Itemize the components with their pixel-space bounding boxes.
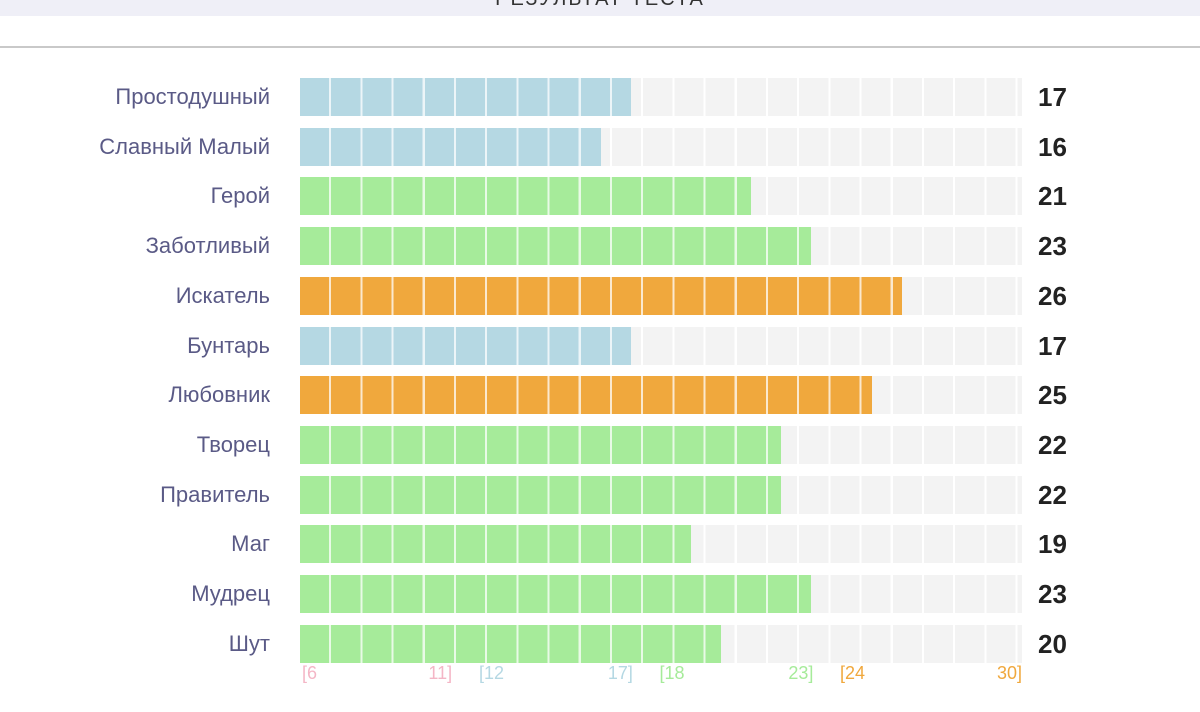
top-bar: РЕЗУЛЬТАТ ТЕСТА (0, 0, 1200, 16)
bar-track (300, 425, 1022, 464)
category-label: Любовник (168, 382, 270, 408)
value-label: 17 (1038, 82, 1067, 112)
bar-track (300, 177, 1022, 216)
value-label: 22 (1038, 429, 1067, 460)
bar-track (300, 127, 1022, 166)
bar-track (300, 376, 1022, 415)
bar-track (300, 624, 1022, 663)
range-start-tick: [24 (840, 663, 866, 683)
value-label: 25 (1038, 380, 1067, 411)
range-end-tick: 11] (428, 663, 453, 683)
category-label: Искатель (175, 282, 270, 308)
value-label: 20 (1038, 628, 1067, 659)
bar (300, 227, 812, 266)
category-label: Герой (210, 183, 270, 209)
bar (300, 326, 631, 365)
category-label: Правитель (160, 481, 270, 507)
bar-track (300, 78, 1022, 116)
bar-track (300, 326, 1022, 365)
value-label: 21 (1038, 181, 1067, 212)
value-label: 19 (1038, 529, 1067, 560)
category-label: Мудрец (191, 581, 270, 606)
bar (300, 624, 722, 663)
bar (300, 525, 692, 564)
bar (300, 177, 752, 216)
category-label: Бунтарь (187, 332, 270, 358)
range-end-tick: 23] (788, 663, 814, 683)
range-end-tick: 17] (607, 663, 633, 683)
bar (300, 475, 782, 514)
bar (300, 276, 902, 315)
bar-track (300, 276, 1022, 315)
bar-track (300, 227, 1022, 266)
bar (300, 127, 601, 166)
bar (300, 376, 872, 415)
category-label: Творец (196, 431, 270, 457)
value-label: 17 (1038, 330, 1067, 361)
bar (300, 78, 631, 116)
range-start-tick: [6 (302, 663, 318, 683)
value-label: 23 (1038, 579, 1067, 609)
range-start-tick: [18 (659, 663, 685, 683)
bar-track (300, 475, 1022, 514)
bar-track (300, 575, 1022, 613)
bar-track (300, 525, 1022, 564)
bar (300, 575, 812, 613)
range-start-tick: [12 (479, 663, 505, 683)
category-label: Простодушный (115, 84, 270, 109)
value-label: 16 (1038, 131, 1067, 162)
category-label: Заботливый (145, 233, 270, 259)
category-label: Славный Малый (99, 133, 270, 159)
value-label: 23 (1038, 231, 1067, 262)
category-label: Маг (231, 531, 270, 557)
header-divider (0, 46, 1200, 48)
range-end-tick: 30] (997, 663, 1023, 683)
category-label: Шут (228, 630, 270, 656)
bar (300, 425, 782, 464)
value-label: 22 (1038, 479, 1067, 510)
page-title: РЕЗУЛЬТАТ ТЕСТА (0, 0, 1200, 11)
value-label: 26 (1038, 280, 1067, 311)
